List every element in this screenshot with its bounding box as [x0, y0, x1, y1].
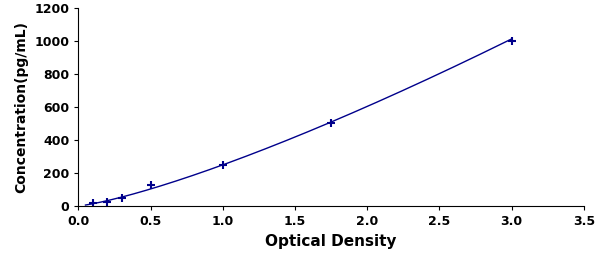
X-axis label: Optical Density: Optical Density: [265, 233, 397, 248]
Y-axis label: Concentration(pg/mL): Concentration(pg/mL): [14, 21, 29, 193]
